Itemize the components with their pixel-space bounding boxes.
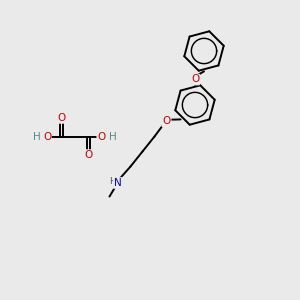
Text: O: O bbox=[191, 74, 199, 85]
Text: O: O bbox=[43, 131, 51, 142]
Text: H: H bbox=[110, 177, 116, 186]
Text: H: H bbox=[33, 131, 41, 142]
Text: H: H bbox=[109, 131, 117, 142]
Text: N: N bbox=[114, 178, 122, 188]
Text: O: O bbox=[84, 150, 93, 160]
Text: O: O bbox=[57, 113, 66, 123]
Text: O: O bbox=[97, 131, 105, 142]
Text: O: O bbox=[162, 116, 171, 127]
